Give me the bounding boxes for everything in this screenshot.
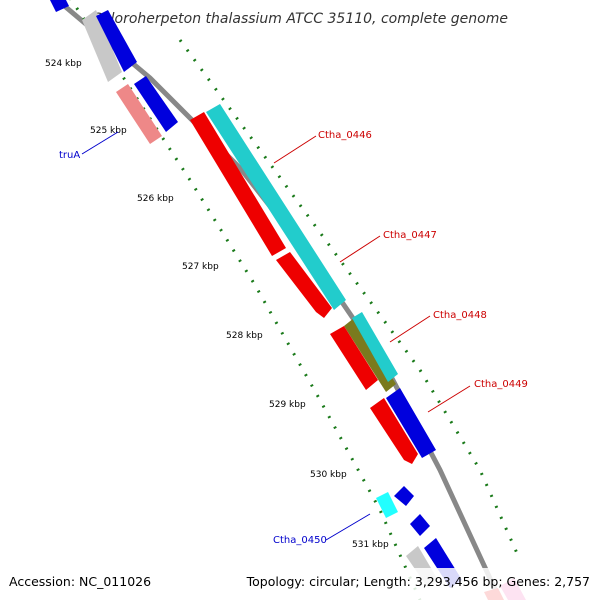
gene-feature-red[interactable]: [330, 326, 378, 390]
leader-Ctha_0450: [325, 513, 371, 541]
tick-label: 530 kbp: [310, 470, 347, 480]
gene-label-Ctha_0447[interactable]: Ctha_0447: [383, 230, 437, 241]
gene-feature-blue[interactable]: [50, 0, 69, 12]
gene-feature-gray[interactable]: [82, 10, 122, 82]
Ctha_0447-gene[interactable]: [190, 112, 286, 256]
Ctha_0448-gene[interactable]: [344, 318, 396, 392]
Ctha_0449-gene[interactable]: [386, 388, 436, 458]
gene-label-Ctha_0449[interactable]: Ctha_0449: [474, 379, 528, 390]
Ctha_0447-gene-part[interactable]: [276, 252, 332, 318]
gene-feature-red[interactable]: [370, 398, 418, 464]
gene-label-Ctha_0446[interactable]: Ctha_0446: [318, 130, 372, 141]
tick-labels: 524 kbp 525 kbp 526 kbp 527 kbp 528 kbp …: [45, 59, 389, 550]
gene-label-Ctha_0450[interactable]: Ctha_0450: [273, 535, 327, 546]
tick-arcs: [69, 0, 522, 600]
truA-gene[interactable]: [116, 84, 162, 144]
outer-tick-arc: [178, 39, 522, 561]
tick-label: 525 kbp: [90, 126, 127, 136]
Ctha_0450-gene[interactable]: [376, 492, 398, 518]
tick-label: 526 kbp: [137, 194, 174, 204]
tick-label: 531 kbp: [352, 540, 389, 550]
gene-feature-blue[interactable]: [96, 10, 137, 72]
gene-labels: truA Ctha_0446 Ctha_0447 Ctha_0448 Ctha_…: [59, 130, 528, 546]
leader-Ctha_0449: [427, 385, 471, 413]
label-leader-lines: [81, 131, 471, 541]
leader-Ctha_0447: [339, 235, 381, 263]
leader-truA: [81, 131, 119, 155]
tick-label: 529 kbp: [269, 400, 306, 410]
gene-feature-cyan[interactable]: [352, 312, 398, 382]
gene-label-Ctha_0448[interactable]: Ctha_0448: [433, 310, 487, 321]
tick-label: 524 kbp: [45, 59, 82, 69]
Ctha_0446-gene[interactable]: [206, 104, 346, 310]
gene-label-truA[interactable]: truA: [59, 150, 80, 161]
tick-label: 528 kbp: [226, 331, 263, 341]
gene-feature-blue[interactable]: [410, 514, 430, 536]
inner-gene-features: [50, 0, 178, 144]
leader-Ctha_0448: [389, 315, 431, 343]
genome-title: Chloroherpeton thalassium ATCC 35110, co…: [92, 11, 508, 27]
tick-label: 527 kbp: [182, 262, 219, 272]
accession-text: Accession: NC_011026: [9, 574, 151, 589]
genome-summary-text: Topology: circular; Length: 3,293,456 bp…: [246, 574, 590, 589]
footer-background: [0, 568, 600, 600]
gene-feature-blue[interactable]: [394, 486, 414, 506]
leader-Ctha_0446: [273, 135, 317, 164]
ctha-gene-features: [190, 104, 526, 600]
gene-feature-blue[interactable]: [134, 76, 178, 132]
